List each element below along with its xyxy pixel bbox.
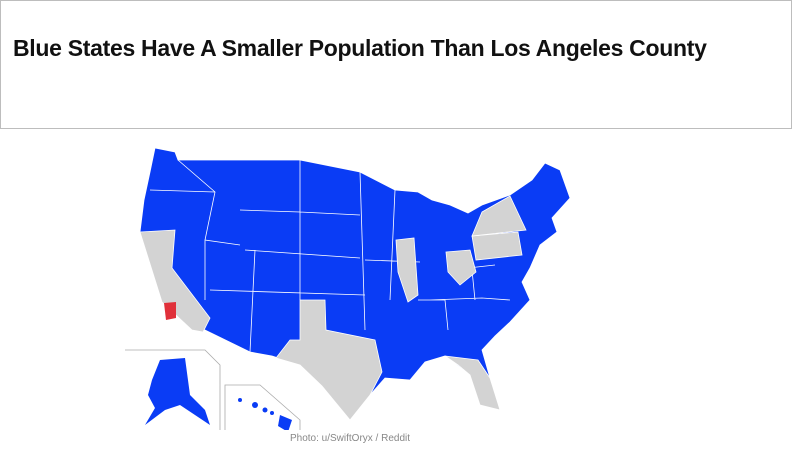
alaska bbox=[145, 358, 210, 425]
gray-states bbox=[139, 195, 527, 421]
inset-frame bbox=[125, 349, 301, 430]
pennsylvania bbox=[471, 231, 523, 261]
hawaii bbox=[238, 398, 292, 430]
us-map bbox=[125, 147, 571, 430]
blue-states bbox=[139, 147, 571, 421]
ohio bbox=[445, 249, 477, 286]
headline: Blue States Have A Smaller Population Th… bbox=[13, 35, 707, 61]
florida bbox=[444, 355, 501, 411]
los-angeles-county bbox=[164, 302, 176, 320]
texas bbox=[275, 299, 383, 421]
headline-box: Blue States Have A Smaller Population Th… bbox=[0, 0, 792, 129]
new-york bbox=[471, 195, 527, 237]
illinois bbox=[395, 237, 419, 303]
photo-credit: Photo: u/SwiftOryx / Reddit bbox=[289, 433, 411, 444]
